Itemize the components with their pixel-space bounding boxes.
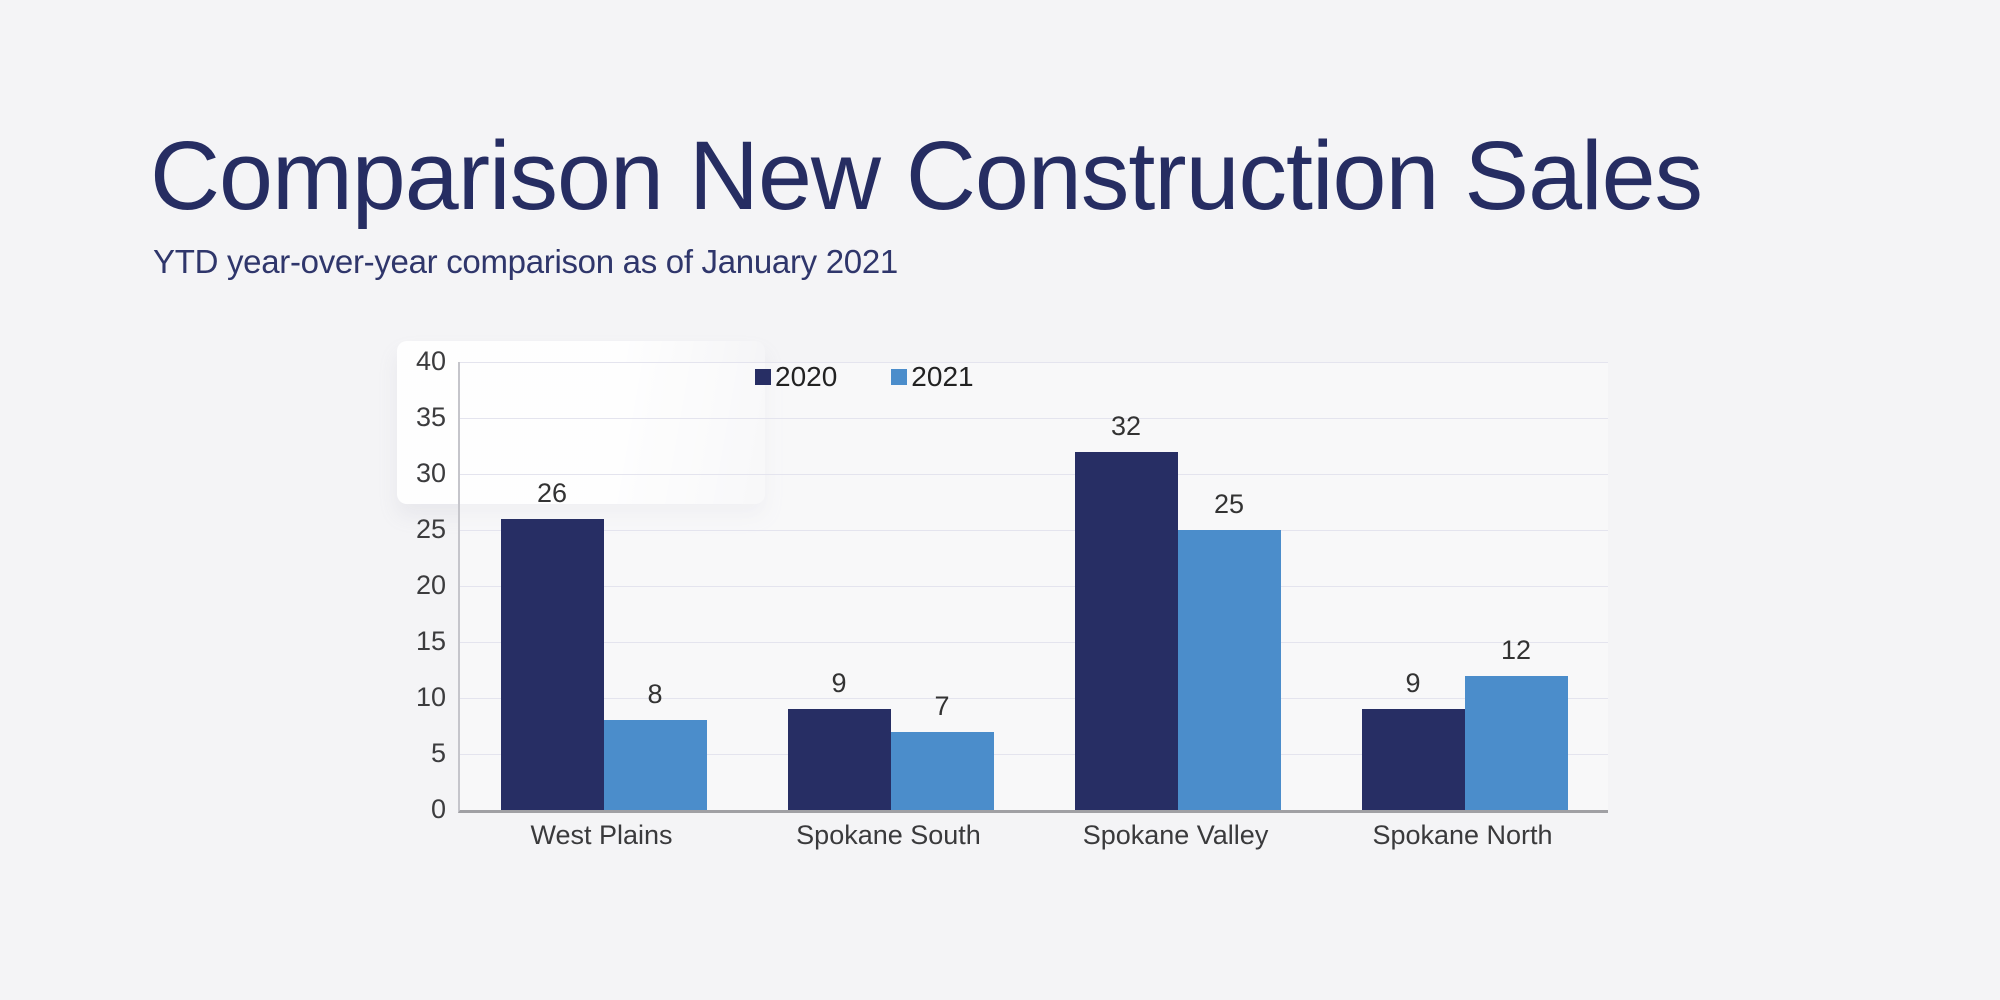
page-title: Comparison New Construction Sales <box>150 121 1703 230</box>
bar-2021-spokane-north: 12 <box>1464 635 1568 810</box>
gridline-y-35 <box>460 418 1608 419</box>
bar-value-label-2020-west-plains: 26 <box>536 477 568 508</box>
bar-2020-spokane-north: 9 <box>1361 668 1465 810</box>
bar-2020-west-plains: 26 <box>500 478 604 810</box>
bar-2021-spokane-valley: 25 <box>1177 489 1281 810</box>
y-tick-label-0: 0 <box>430 794 446 824</box>
bar-2021-west-plains: 8 <box>603 679 707 810</box>
legend-swatch-icon-2020 <box>755 369 771 385</box>
bar-group-spokane-valley: 32 25 <box>1034 362 1321 810</box>
y-tick-label-5: 5 <box>430 738 446 768</box>
bar-value-label-2021-spokane-north: 12 <box>1500 634 1532 665</box>
x-axis-category-labels: West Plains Spokane South Spokane Valley Sp… <box>458 820 1606 854</box>
y-tick-label-20: 20 <box>415 570 446 600</box>
legend-item-2021: 2021 <box>891 361 974 392</box>
gridline-y-40 <box>460 362 1608 363</box>
bar-2020-spokane-valley: 32 <box>1074 411 1178 810</box>
legend-label-2020: 2020 <box>775 361 838 392</box>
category-label-spokane-south: Spokane South <box>796 820 981 850</box>
category-label-spokane-north: Spokane North <box>1372 820 1553 850</box>
gridline-y-5 <box>460 754 1608 755</box>
gridline-y-25 <box>460 530 1608 531</box>
chart-legend: 2020 2021 <box>755 363 974 391</box>
legend-label-2021: 2021 <box>911 361 974 392</box>
bar-2021-spokane-south: 7 <box>890 691 994 810</box>
gridline-y-10 <box>460 698 1608 699</box>
bar-value-label-2020-spokane-north: 9 <box>1405 668 1421 699</box>
y-tick-label-25: 25 <box>415 514 446 544</box>
gridline-y-20 <box>460 586 1608 587</box>
bar-group-spokane-north: 9 12 <box>1321 362 1608 810</box>
bar-value-label-2021-spokane-south: 7 <box>934 690 950 721</box>
gridline-y-15 <box>460 642 1608 643</box>
gridline-y-30 <box>460 474 1608 475</box>
bar-group-west-plains: 26 8 <box>460 362 747 810</box>
plot-area: 26 8 9 7 32 25 9 12 <box>458 362 1608 813</box>
legend-swatch-icon-2021 <box>891 369 908 385</box>
bar-value-label-2021-west-plains: 8 <box>647 679 663 710</box>
bar-value-label-2021-spokane-valley: 25 <box>1213 489 1245 519</box>
bar-value-label-2020-spokane-south: 9 <box>831 668 847 699</box>
category-label-west-plains: West Plains <box>530 820 673 850</box>
y-tick-label-10: 10 <box>415 682 446 712</box>
y-tick-label-35: 35 <box>415 402 446 432</box>
category-label-spokane-valley: Spokane Valley <box>1082 820 1269 850</box>
legend-item-2020: 2020 <box>755 363 837 391</box>
y-tick-label-30: 30 <box>415 458 446 488</box>
y-axis-tick-labels: 0 5 10 15 20 25 30 35 40 <box>372 348 446 823</box>
page-subtitle: YTD year-over-year comparison as of Janu… <box>153 243 898 280</box>
y-tick-label-40: 40 <box>415 346 446 376</box>
bar-2020-spokane-south: 9 <box>787 668 891 810</box>
y-tick-label-15: 15 <box>415 626 446 656</box>
bar-value-label-2020-spokane-valley: 32 <box>1110 410 1142 441</box>
